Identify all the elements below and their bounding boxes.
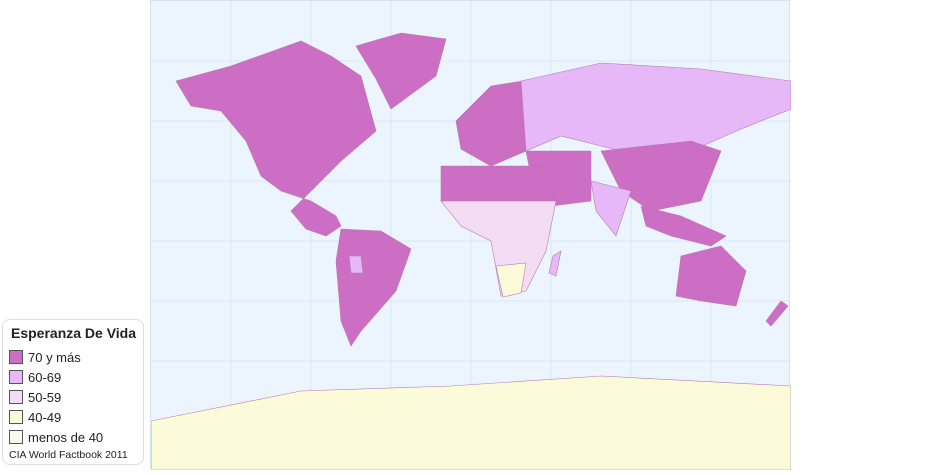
- antarctica[interactable]: [150, 375, 792, 471]
- south-asia[interactable]: [590, 180, 632, 237]
- world-map[interactable]: [150, 0, 792, 471]
- europe[interactable]: [455, 80, 527, 167]
- swatch: [9, 350, 23, 364]
- north-africa[interactable]: [440, 165, 557, 202]
- legend-item: 70 y más: [9, 347, 137, 367]
- map-svg: [150, 1, 792, 471]
- greenland[interactable]: [355, 32, 447, 110]
- swatch: [9, 370, 23, 384]
- legend-item: 60-69: [9, 367, 137, 387]
- sub-saharan-africa[interactable]: [440, 200, 557, 297]
- legend-item: 50-59: [9, 387, 137, 407]
- swatch: [9, 390, 23, 404]
- south-america[interactable]: [335, 228, 412, 347]
- southern-africa[interactable]: [495, 262, 527, 298]
- legend-label: 70 y más: [28, 349, 81, 365]
- legend-label: 40-49: [28, 409, 62, 425]
- swatch: [9, 430, 23, 444]
- legend-title: Esperanza De Vida: [11, 325, 137, 341]
- madagascar[interactable]: [548, 250, 562, 277]
- legend: Esperanza De Vida 70 y más 60-69 50-59 4…: [2, 319, 144, 465]
- legend-item: menos de 40: [9, 427, 137, 447]
- north-america[interactable]: [175, 40, 377, 237]
- legend-label: 50-59: [28, 389, 62, 405]
- source-credit: CIA World Factbook 2011: [9, 449, 128, 461]
- bolivia[interactable]: [348, 255, 364, 274]
- new-zealand[interactable]: [765, 300, 789, 327]
- swatch: [9, 410, 23, 424]
- australia[interactable]: [675, 245, 747, 307]
- legend-label: menos de 40: [28, 429, 104, 445]
- russia-central-asia[interactable]: [520, 62, 792, 152]
- southeast-asia[interactable]: [640, 205, 727, 247]
- legend-item: 40-49: [9, 407, 137, 427]
- legend-label: 60-69: [28, 369, 62, 385]
